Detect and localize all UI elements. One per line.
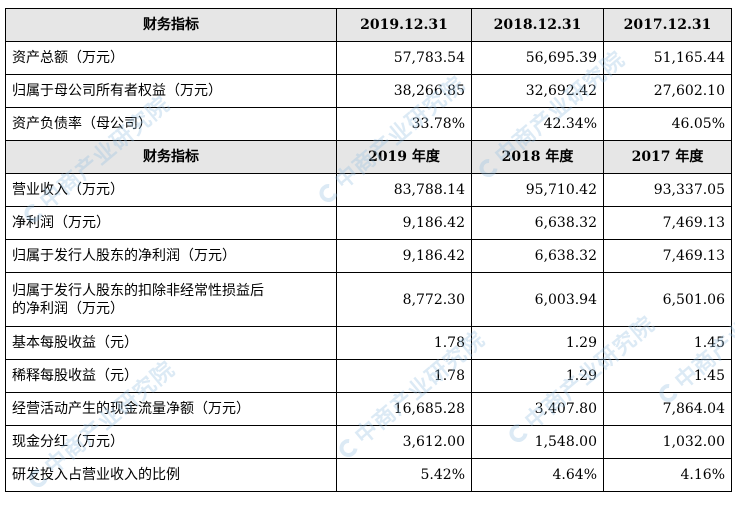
cell-value: 1.78 xyxy=(336,326,472,360)
header-col-2017: 2017.12.31 xyxy=(603,8,732,42)
table-row: 归属于发行人股东的净利润（万元） 9,186.42 6,638.32 7,469… xyxy=(5,239,732,273)
cell-value: 32,692.42 xyxy=(471,74,604,108)
table-row: 营业收入（万元） 83,788.14 95,710.42 93,337.05 xyxy=(5,173,732,207)
header-col-2017: 2017 年度 xyxy=(603,140,732,174)
table-header-row: 财务指标 2019 年度 2018 年度 2017 年度 xyxy=(5,140,732,174)
table-row: 资产负债率（母公司） 33.78% 42.34% 46.05% xyxy=(5,107,732,141)
cell-value: 3,407.80 xyxy=(471,392,604,426)
cell-value: 6,638.32 xyxy=(471,239,604,273)
cell-value: 1.45 xyxy=(603,326,732,360)
cell-value: 33.78% xyxy=(336,107,472,141)
cell-value: 7,864.04 xyxy=(603,392,732,426)
row-label-line2: 的净利润（万元） xyxy=(12,300,124,317)
cell-value: 38,266.85 xyxy=(336,74,472,108)
cell-value: 1,032.00 xyxy=(603,425,732,459)
cell-value: 7,469.13 xyxy=(603,206,732,240)
cell-value: 56,695.39 xyxy=(471,41,604,75)
cell-value: 5.42% xyxy=(336,458,472,492)
cell-value: 57,783.54 xyxy=(336,41,472,75)
cell-value: 9,186.42 xyxy=(336,206,472,240)
table-row: 资产总额（万元） 57,783.54 56,695.39 51,165.44 xyxy=(5,41,732,75)
table-row: 净利润（万元） 9,186.42 6,638.32 7,469.13 xyxy=(5,206,732,240)
cell-value: 27,602.10 xyxy=(603,74,732,108)
cell-value: 6,638.32 xyxy=(471,206,604,240)
row-label-line1: 归属于发行人股东的扣除非经常性损益后 xyxy=(12,282,264,299)
row-label: 资产负债率（母公司） xyxy=(5,107,337,141)
cell-value: 95,710.42 xyxy=(471,173,604,207)
cell-value: 51,165.44 xyxy=(603,41,732,75)
cell-value: 93,337.05 xyxy=(603,173,732,207)
header-label: 财务指标 xyxy=(5,140,337,174)
row-label: 营业收入（万元） xyxy=(5,173,337,207)
table-row: 现金分红（万元） 3,612.00 1,548.00 1,032.00 xyxy=(5,425,732,459)
cell-value: 1,548.00 xyxy=(471,425,604,459)
cell-value: 1.45 xyxy=(603,359,732,393)
cell-value: 1.29 xyxy=(471,359,604,393)
table-row: 归属于母公司所有者权益（万元） 38,266.85 32,692.42 27,6… xyxy=(5,74,732,108)
row-label: 归属于母公司所有者权益（万元） xyxy=(5,74,337,108)
row-label: 基本每股收益（元） xyxy=(5,326,337,360)
table-row: 研发投入占营业收入的比例 5.42% 4.64% 4.16% xyxy=(5,458,732,492)
table-row: 归属于发行人股东的扣除非经常性损益后 的净利润（万元） 8,772.30 6,00… xyxy=(5,272,732,327)
row-label: 归属于发行人股东的扣除非经常性损益后 的净利润（万元） xyxy=(5,272,337,327)
header-col-2018: 2018.12.31 xyxy=(471,8,604,42)
header-col-2018: 2018 年度 xyxy=(471,140,604,174)
cell-value: 8,772.30 xyxy=(336,272,472,327)
row-label: 稀释每股收益（元） xyxy=(5,359,337,393)
cell-value: 6,501.06 xyxy=(603,272,732,327)
table-header-row: 财务指标 2019.12.31 2018.12.31 2017.12.31 xyxy=(5,8,732,42)
cell-value: 83,788.14 xyxy=(336,173,472,207)
cell-value: 6,003.94 xyxy=(471,272,604,327)
cell-value: 42.34% xyxy=(471,107,604,141)
header-col-2019: 2019 年度 xyxy=(336,140,472,174)
cell-value: 46.05% xyxy=(603,107,732,141)
row-label: 研发投入占营业收入的比例 xyxy=(5,458,337,492)
cell-value: 1.78 xyxy=(336,359,472,393)
cell-value: 4.16% xyxy=(603,458,732,492)
cell-value: 4.64% xyxy=(471,458,604,492)
row-label: 净利润（万元） xyxy=(5,206,337,240)
cell-value: 1.29 xyxy=(471,326,604,360)
cell-value: 3,612.00 xyxy=(336,425,472,459)
row-label: 现金分红（万元） xyxy=(5,425,337,459)
cell-value: 16,685.28 xyxy=(336,392,472,426)
row-label: 经营活动产生的现金流量净额（万元） xyxy=(5,392,337,426)
header-label: 财务指标 xyxy=(5,8,337,42)
table-row: 基本每股收益（元） 1.78 1.29 1.45 xyxy=(5,326,732,360)
row-label: 归属于发行人股东的净利润（万元） xyxy=(5,239,337,273)
table-row: 经营活动产生的现金流量净额（万元） 16,685.28 3,407.80 7,8… xyxy=(5,392,732,426)
cell-value: 9,186.42 xyxy=(336,239,472,273)
table-row: 稀释每股收益（元） 1.78 1.29 1.45 xyxy=(5,359,732,393)
cell-value: 7,469.13 xyxy=(603,239,732,273)
financial-indicators-table: 财务指标 2019.12.31 2018.12.31 2017.12.31 资产… xyxy=(5,8,732,492)
header-col-2019: 2019.12.31 xyxy=(336,8,472,42)
row-label: 资产总额（万元） xyxy=(5,41,337,75)
